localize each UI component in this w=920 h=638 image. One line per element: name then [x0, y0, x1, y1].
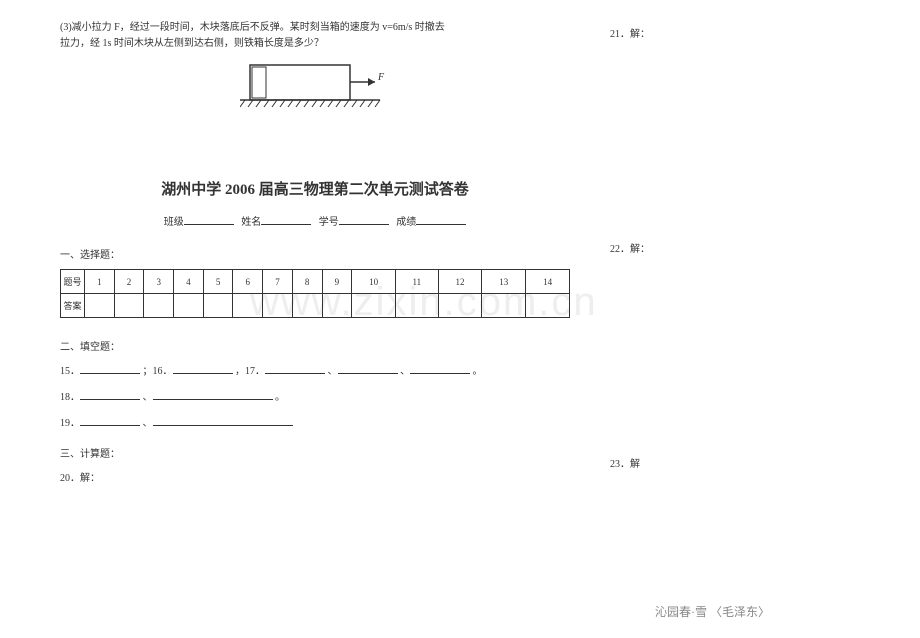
- fill-line-15-17: 15． ；16． ，17． 、 、 。: [60, 361, 570, 383]
- left-column: (3)减小拉力 F，经过一段时间，木块落底后不反弹。某时刻当箱的速度为 v=6m…: [60, 20, 570, 494]
- score-blank[interactable]: [416, 213, 466, 225]
- q3-line1: (3)减小拉力 F，经过一段时间，木块落底后不反弹。某时刻当箱的速度为 v=6m…: [60, 22, 445, 33]
- force-label: F: [377, 72, 385, 83]
- answer-cell[interactable]: [482, 294, 526, 318]
- col-num: 9: [322, 270, 352, 294]
- section-2-heading: 二、填空题：: [60, 338, 570, 353]
- col-num: 13: [482, 270, 526, 294]
- q15-label: 15．: [60, 366, 80, 377]
- table-row-answer: 答案: [61, 294, 570, 318]
- end: 。: [473, 366, 483, 377]
- section-1-heading: 一、选择题：: [60, 246, 570, 261]
- box-diagram-wrap: F: [60, 60, 570, 118]
- blank[interactable]: [173, 363, 233, 374]
- col-num: 6: [233, 270, 263, 294]
- q22: 22．解：: [610, 240, 860, 255]
- col-num: 4: [174, 270, 204, 294]
- answer-cell[interactable]: [233, 294, 263, 318]
- blank[interactable]: [338, 363, 398, 374]
- answer-cell[interactable]: [85, 294, 115, 318]
- class-label: 班级: [164, 217, 184, 228]
- answer-cell[interactable]: [144, 294, 174, 318]
- blank[interactable]: [80, 363, 140, 374]
- right-column: 21．解： 22．解： 23．解: [610, 20, 860, 470]
- col-num: 8: [292, 270, 322, 294]
- answer-cell[interactable]: [526, 294, 570, 318]
- blank[interactable]: [80, 389, 140, 400]
- answer-cell[interactable]: [292, 294, 322, 318]
- q16-label: ；16．: [143, 366, 173, 377]
- fill-line-19: 19． 、: [60, 413, 570, 435]
- col-num: 2: [114, 270, 144, 294]
- q17-label: ，17．: [235, 366, 265, 377]
- name-label: 姓名: [241, 217, 261, 228]
- class-blank[interactable]: [184, 213, 234, 225]
- fill-line-18: 18． 、 。: [60, 387, 570, 409]
- box-diagram: F: [240, 60, 390, 115]
- sep: 、: [143, 418, 153, 429]
- row-label-num: 题号: [61, 270, 85, 294]
- col-num: 3: [144, 270, 174, 294]
- q20: 20．解：: [60, 468, 570, 490]
- col-num: 7: [263, 270, 293, 294]
- answer-cell[interactable]: [322, 294, 352, 318]
- col-num: 5: [203, 270, 233, 294]
- sep: 、: [328, 366, 338, 377]
- q23: 23．解: [610, 455, 860, 470]
- name-blank[interactable]: [261, 213, 311, 225]
- sep: 、: [400, 366, 410, 377]
- blank[interactable]: [153, 389, 273, 400]
- question-3-text: (3)减小拉力 F，经过一段时间，木块落底后不反弹。某时刻当箱的速度为 v=6m…: [60, 20, 570, 52]
- col-num: 14: [526, 270, 570, 294]
- col-num: 11: [395, 270, 438, 294]
- answer-cell[interactable]: [114, 294, 144, 318]
- answer-cell[interactable]: [438, 294, 482, 318]
- answer-cell[interactable]: [352, 294, 396, 318]
- end: 。: [275, 392, 285, 403]
- q18-label: 18．: [60, 392, 80, 403]
- footer-text: 沁园春·雪 〈毛泽东〉: [655, 603, 770, 620]
- answer-table: 题号 1 2 3 4 5 6 7 8 9 10 11 12 13 14 答案: [60, 269, 570, 318]
- page-title: 湖州中学 2006 届高三物理第二次单元测试答卷: [60, 178, 570, 199]
- answer-cell[interactable]: [174, 294, 204, 318]
- answer-cell[interactable]: [263, 294, 293, 318]
- answer-cell[interactable]: [203, 294, 233, 318]
- score-label: 成绩: [396, 217, 416, 228]
- blank[interactable]: [265, 363, 325, 374]
- blank[interactable]: [80, 415, 140, 426]
- q21: 21．解：: [610, 25, 860, 40]
- table-row-header: 题号 1 2 3 4 5 6 7 8 9 10 11 12 13 14: [61, 270, 570, 294]
- col-num: 1: [85, 270, 115, 294]
- answer-cell[interactable]: [395, 294, 438, 318]
- col-num: 12: [438, 270, 482, 294]
- blank[interactable]: [410, 363, 470, 374]
- sep: 、: [143, 392, 153, 403]
- row-label-ans: 答案: [61, 294, 85, 318]
- section-3-heading: 三、计算题：: [60, 445, 570, 460]
- q3-line2: 拉力，经 1s 时间木块从左侧到达右侧，则铁箱长度是多少？: [60, 38, 324, 49]
- q19-label: 19．: [60, 418, 80, 429]
- col-num: 10: [352, 270, 396, 294]
- blank[interactable]: [153, 415, 293, 426]
- student-info-line: 班级 姓名 学号 成绩: [60, 213, 570, 228]
- id-blank[interactable]: [339, 213, 389, 225]
- id-label: 学号: [319, 217, 339, 228]
